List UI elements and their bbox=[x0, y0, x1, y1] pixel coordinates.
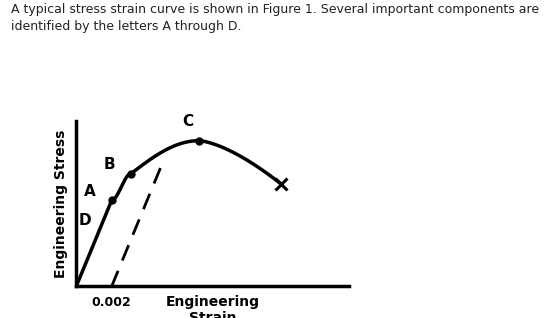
Text: D: D bbox=[78, 213, 91, 228]
Y-axis label: Engineering Stress: Engineering Stress bbox=[54, 129, 68, 278]
Text: 0.002: 0.002 bbox=[92, 296, 131, 309]
X-axis label: Engineering
Strain: Engineering Strain bbox=[166, 294, 259, 318]
Text: A typical stress strain curve is shown in Figure 1. Several important components: A typical stress strain curve is shown i… bbox=[11, 3, 539, 33]
Text: C: C bbox=[183, 114, 193, 129]
Text: A: A bbox=[84, 183, 96, 198]
Text: B: B bbox=[103, 157, 115, 172]
